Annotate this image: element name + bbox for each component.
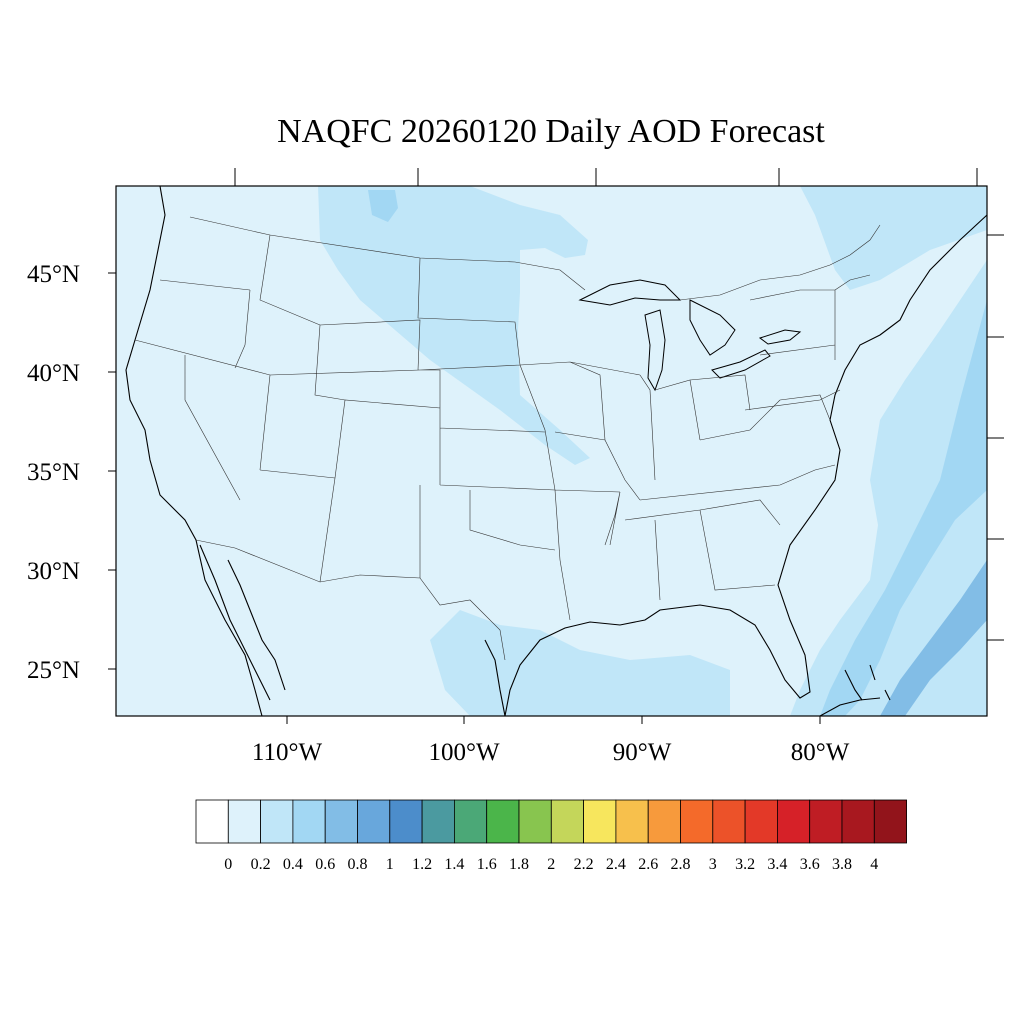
lon-label: 90°W [613, 739, 672, 766]
bahamas [844, 664, 891, 701]
lat-label: 45°N [27, 261, 80, 288]
canada-border [189, 216, 881, 301]
colorbar-swatch [486, 799, 520, 844]
colorbar-label: 1 [386, 856, 394, 873]
colorbar-swatch [712, 799, 746, 844]
aod-field [318, 186, 987, 716]
lake-erie [711, 349, 771, 379]
cuba-coast [819, 697, 881, 716]
colorbar-swatch [518, 799, 552, 844]
colorbar-swatch [389, 799, 423, 844]
aod-region-atlantic-inner [820, 300, 987, 716]
colorbar-swatch [744, 799, 778, 844]
axis-ticks [108, 168, 1004, 724]
colorbar-label: 2 [547, 856, 555, 873]
map-title: NAQFC 20260120 Daily AOD Forecast [277, 113, 825, 150]
colorbar-label: 2.6 [638, 856, 658, 873]
colorbar-swatch [615, 799, 649, 844]
aod-region-atlantic-core [880, 560, 987, 716]
lake-michigan [644, 309, 666, 392]
colorbar-label: 3 [709, 856, 717, 873]
colorbar-label: 1.8 [509, 856, 529, 873]
colorbar-swatch [453, 799, 488, 844]
colorbar-label: 1.6 [477, 856, 497, 873]
colorbar-label: 0.8 [348, 856, 368, 873]
colorbar-label: 2.4 [606, 856, 626, 873]
colorbar-label: 2.2 [574, 856, 594, 873]
colorbar-label: 3.8 [832, 856, 852, 873]
colorbar-swatch [647, 799, 681, 844]
colorbar-label: 0.4 [283, 856, 303, 873]
us-coastline [125, 186, 987, 716]
colorbar-label: 0.2 [251, 856, 271, 873]
lake-huron [689, 299, 736, 356]
colorbar-swatch [809, 799, 843, 844]
lon-label: 110°W [252, 739, 323, 766]
colorbar-swatch [260, 799, 294, 844]
baja-coast [199, 544, 286, 701]
colorbar-label: 0 [224, 856, 232, 873]
state-lines [134, 234, 871, 621]
latitude-labels: 45°N 40°N 35°N 30°N 25°N [27, 261, 80, 684]
colorbar-swatch [777, 799, 811, 844]
aod-region-montana-peak [368, 190, 398, 222]
colorbar-swatch [873, 799, 907, 844]
aod-region-gulf [430, 610, 730, 716]
colorbar-swatch [292, 799, 326, 844]
colorbar-swatch [357, 799, 391, 844]
colorbar-swatch [550, 799, 584, 844]
colorbar-label: 2.8 [671, 856, 691, 873]
aod-region-northern-plains [318, 186, 590, 465]
colorbar-swatch [841, 799, 875, 844]
longitude-labels: 110°W 100°W 90°W 80°W [252, 739, 850, 766]
colorbar-label: 1.4 [444, 856, 464, 873]
lat-label: 25°N [27, 657, 80, 684]
colorbar-swatch [583, 799, 617, 844]
colorbar-swatch [324, 799, 358, 844]
boundaries [125, 186, 987, 716]
lon-label: 100°W [428, 739, 499, 766]
map-frame [115, 185, 988, 717]
colorbar-swatch [227, 799, 262, 844]
lat-label: 40°N [27, 360, 80, 387]
aod-region-atlantic [790, 260, 987, 716]
lake-ontario [758, 329, 802, 345]
colorbar-label: 3.6 [800, 856, 820, 873]
colorbar-label: 3.4 [767, 856, 787, 873]
colorbar-swatch [195, 799, 229, 844]
mexico-gulf-coast [484, 639, 506, 716]
lon-label: 80°W [791, 739, 850, 766]
colorbar-label: 0.6 [315, 856, 335, 873]
colorbar-label: 1.2 [412, 856, 432, 873]
aod-region-northeast [800, 186, 987, 290]
colorbar: 0 0.2 0.4 0.6 0.8 1 1.2 1.4 1.6 1.8 2 2.2 2.4 2.6 2.8 3… [195, 799, 907, 873]
colorbar-swatch [421, 799, 455, 844]
colorbar-label: 3.2 [735, 856, 755, 873]
lat-label: 30°N [27, 558, 80, 585]
colorbar-swatch [680, 799, 714, 844]
map-panel [115, 185, 988, 717]
colorbar-label: 4 [870, 856, 878, 873]
lat-label: 35°N [27, 459, 80, 486]
